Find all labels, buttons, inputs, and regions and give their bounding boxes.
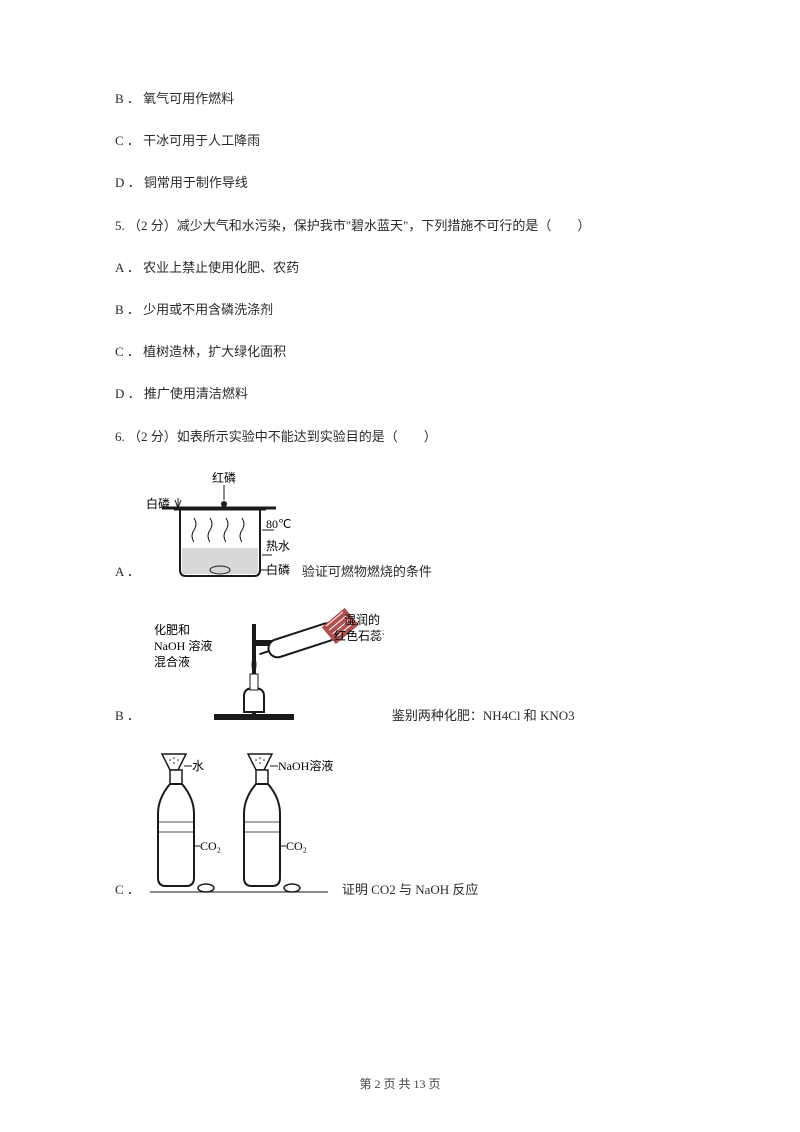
diagram-b: 湿润的 红色石蕊试纸 化肥和 NaOH 溶液 混合液 bbox=[144, 604, 384, 724]
q5-option-b: B ． 少用或不用含磷洗涤剂 bbox=[115, 301, 685, 319]
q5-stem: 5. （2 分）减少大气和水污染，保护我市"碧水蓝天"，下列措施不可行的是（ ） bbox=[115, 217, 685, 235]
svg-text:热水: 热水 bbox=[266, 539, 290, 553]
svg-text:红磷: 红磷 bbox=[212, 470, 236, 485]
svg-text:白磷: 白磷 bbox=[146, 496, 170, 511]
page-footer: 第 2 页 共 13 页 bbox=[0, 1075, 800, 1092]
diagram-c: 水 CO₂ bbox=[144, 748, 334, 898]
q4-option-c: C ． 干冰可用于人工降雨 bbox=[115, 132, 685, 150]
q5-option-d: D ． 推广使用清洁燃料 bbox=[115, 385, 685, 403]
q6-a-letter: A ． bbox=[115, 561, 140, 580]
q5-option-a: A ． 农业上禁止使用化肥、农药 bbox=[115, 259, 685, 277]
q4-option-d: D ． 铜常用于制作导线 bbox=[115, 174, 685, 192]
svg-text:水: 水 bbox=[192, 759, 204, 773]
q6-b-desc: 鉴别两种化肥：NH4Cl 和 KNO3 bbox=[392, 705, 575, 724]
svg-text:NaOH溶液: NaOH溶液 bbox=[278, 758, 333, 773]
q6-option-b-row: B ． bbox=[115, 604, 685, 724]
svg-text:CO₂: CO₂ bbox=[200, 839, 221, 853]
q6-c-desc: 证明 CO2 与 NaOH 反应 bbox=[342, 879, 479, 898]
q6-b-letter: B ． bbox=[115, 705, 140, 724]
q6-a-desc: 验证可燃物燃烧的条件 bbox=[302, 561, 432, 580]
svg-text:白磷: 白磷 bbox=[266, 562, 290, 577]
q6-option-c-row: C ． 水 C bbox=[115, 748, 685, 898]
q5-option-c: C ． 植树造林，扩大绿化面积 bbox=[115, 343, 685, 361]
q6-option-a-row: A ． 红磷 白磷 bbox=[115, 470, 685, 580]
svg-text:化肥和: 化肥和 bbox=[154, 623, 190, 637]
q6-stem: 6. （2 分）如表所示实验中不能达到实验目的是（ ） bbox=[115, 428, 685, 446]
q6-c-letter: C ． bbox=[115, 879, 140, 898]
q4-option-b: B ． 氧气可用作燃料 bbox=[115, 90, 685, 108]
svg-text:湿润的: 湿润的 bbox=[344, 612, 380, 627]
svg-text:NaOH 溶液: NaOH 溶液 bbox=[154, 638, 212, 653]
svg-text:红色石蕊试纸: 红色石蕊试纸 bbox=[334, 628, 384, 643]
svg-text:80℃: 80℃ bbox=[266, 517, 291, 531]
svg-text:混合液: 混合液 bbox=[154, 654, 190, 669]
diagram-a: 红磷 白磷 bbox=[144, 470, 294, 580]
svg-text:CO₂: CO₂ bbox=[286, 839, 307, 853]
